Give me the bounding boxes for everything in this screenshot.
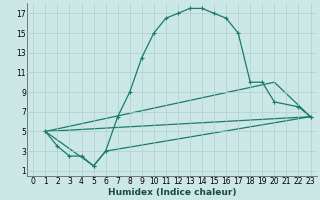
X-axis label: Humidex (Indice chaleur): Humidex (Indice chaleur) <box>108 188 236 197</box>
